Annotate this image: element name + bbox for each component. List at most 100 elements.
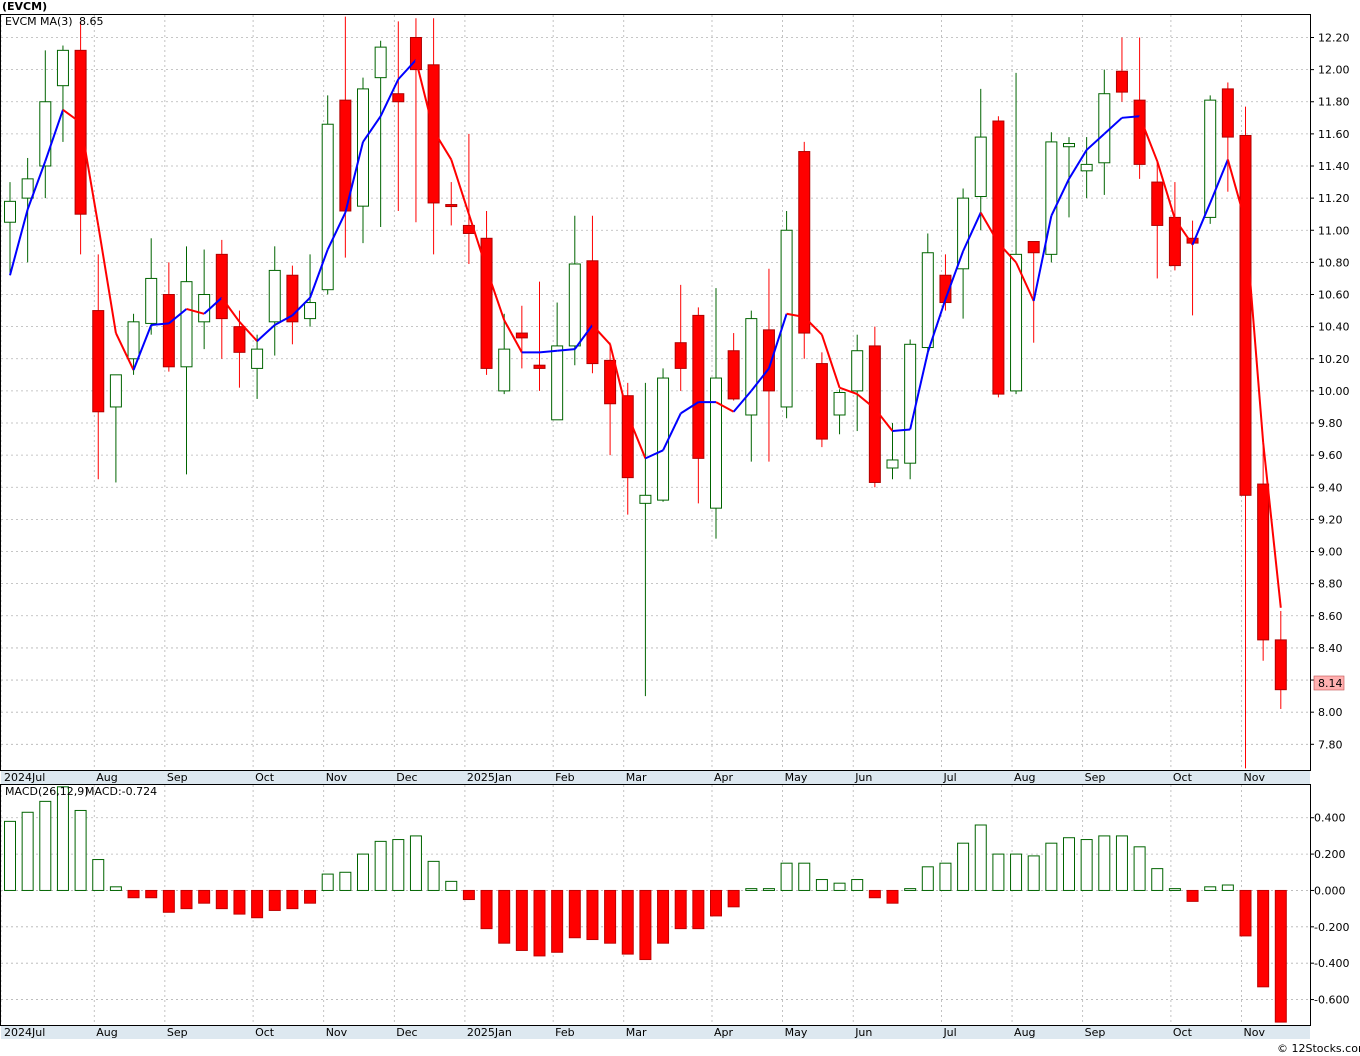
candle-body bbox=[1221, 88, 1234, 138]
candle-body bbox=[551, 345, 564, 421]
candle-body bbox=[268, 269, 281, 323]
candle-body bbox=[1239, 134, 1252, 496]
date-label: 2024Jul bbox=[4, 1026, 45, 1039]
ma-segment bbox=[892, 428, 911, 433]
macd-tick-label: -0.400 bbox=[1314, 957, 1349, 970]
macd-bar bbox=[833, 882, 846, 891]
macd-date-axis bbox=[1, 1025, 1310, 1039]
macd-bar bbox=[604, 889, 617, 944]
macd-bar bbox=[286, 889, 299, 910]
macd-tick-label: 0.000 bbox=[1314, 884, 1346, 897]
price-tick-label: 11.80 bbox=[1318, 96, 1350, 109]
ma-segment bbox=[432, 130, 453, 161]
macd-bar bbox=[1080, 839, 1093, 891]
macd-bar bbox=[1151, 868, 1164, 891]
date-label: Mar bbox=[626, 771, 647, 784]
macd-bar bbox=[886, 889, 899, 904]
ma-segment bbox=[326, 212, 347, 250]
ma-segment bbox=[820, 334, 841, 388]
price-tick-label: 8.60 bbox=[1318, 610, 1343, 623]
ma-segment bbox=[732, 390, 753, 413]
credit-text: © 12Stocks.com bbox=[1277, 1042, 1360, 1055]
price-tick-label: 12.00 bbox=[1318, 64, 1350, 77]
ma-segment bbox=[62, 108, 82, 124]
ma-segment bbox=[168, 308, 188, 325]
macd-bar bbox=[21, 811, 34, 891]
candle-body bbox=[127, 321, 140, 360]
macd-bar bbox=[409, 835, 422, 891]
ma-segment bbox=[9, 209, 29, 276]
macd-bar bbox=[1186, 889, 1199, 902]
price-tick-label: 10.00 bbox=[1318, 385, 1350, 398]
candle-body bbox=[957, 197, 970, 270]
candle-body bbox=[215, 253, 228, 320]
date-label: May bbox=[785, 1026, 808, 1039]
macd-bar bbox=[780, 862, 793, 891]
date-label: Sep bbox=[1085, 771, 1106, 784]
ma-segment bbox=[909, 352, 929, 430]
date-label: Oct bbox=[255, 1026, 275, 1039]
ma-segment bbox=[839, 386, 858, 396]
macd-histogram bbox=[4, 786, 1287, 1023]
macd-bar bbox=[762, 888, 775, 891]
date-label: Oct bbox=[1173, 771, 1193, 784]
macd-bar bbox=[392, 839, 405, 891]
ma-segment bbox=[997, 242, 1017, 264]
candle-body bbox=[745, 318, 758, 416]
ma-segment bbox=[238, 321, 258, 342]
ma-segment bbox=[203, 296, 223, 315]
date-label: Nov bbox=[326, 771, 348, 784]
price-tick-label: 10.20 bbox=[1318, 353, 1350, 366]
candle-body bbox=[586, 260, 599, 365]
candle-body bbox=[780, 229, 793, 408]
macd-bar bbox=[145, 889, 158, 899]
price-date-axis bbox=[1, 770, 1310, 784]
macd-bar bbox=[1239, 889, 1252, 937]
date-label: Feb bbox=[555, 771, 574, 784]
date-label: Mar bbox=[626, 1026, 647, 1039]
candle-body bbox=[533, 364, 546, 369]
ma-segment bbox=[1174, 218, 1194, 246]
macd-bar bbox=[427, 860, 440, 891]
macd-bar bbox=[1221, 884, 1234, 891]
candle-body bbox=[833, 392, 846, 416]
candle-body bbox=[145, 277, 158, 324]
macd-bar bbox=[480, 889, 493, 930]
price-tick-label: 9.60 bbox=[1318, 449, 1343, 462]
ma-segment bbox=[856, 393, 876, 410]
price-tick-label: 9.20 bbox=[1318, 513, 1343, 526]
ma-segment bbox=[274, 314, 293, 326]
candle-body bbox=[251, 348, 264, 369]
macd-bar bbox=[868, 889, 881, 899]
candle-body bbox=[674, 342, 687, 369]
macd-bar bbox=[56, 786, 69, 891]
macd-bar bbox=[974, 824, 987, 891]
ma-segment bbox=[767, 313, 788, 369]
candle-body bbox=[233, 326, 246, 353]
candle-body bbox=[568, 263, 581, 347]
candle-body bbox=[21, 178, 34, 199]
price-tick-label: 10.80 bbox=[1318, 256, 1350, 269]
price-tick-label: 11.40 bbox=[1318, 160, 1350, 173]
macd-tick-label: 0.400 bbox=[1314, 812, 1346, 825]
candle-body bbox=[357, 88, 369, 207]
legend-ma-label: MA(3) bbox=[40, 15, 73, 28]
date-label: Apr bbox=[714, 1026, 734, 1039]
date-label: Aug bbox=[1014, 771, 1035, 784]
date-label: Jun bbox=[854, 1026, 872, 1039]
macd-bar bbox=[1168, 888, 1181, 891]
candle-body bbox=[480, 237, 493, 369]
macd-bar bbox=[939, 862, 952, 891]
date-label: Oct bbox=[255, 771, 275, 784]
ma-segment bbox=[786, 312, 805, 318]
macd-bar bbox=[251, 889, 264, 919]
ma-segment bbox=[539, 349, 558, 354]
date-label: 2025Jan bbox=[467, 771, 512, 784]
ma-segment bbox=[379, 78, 400, 117]
ma-segment bbox=[944, 250, 965, 300]
candle-body bbox=[321, 123, 334, 291]
ma-segment bbox=[291, 297, 311, 317]
candle-body bbox=[657, 377, 670, 501]
macd-value-label: MACD:-0.724 bbox=[85, 785, 157, 798]
